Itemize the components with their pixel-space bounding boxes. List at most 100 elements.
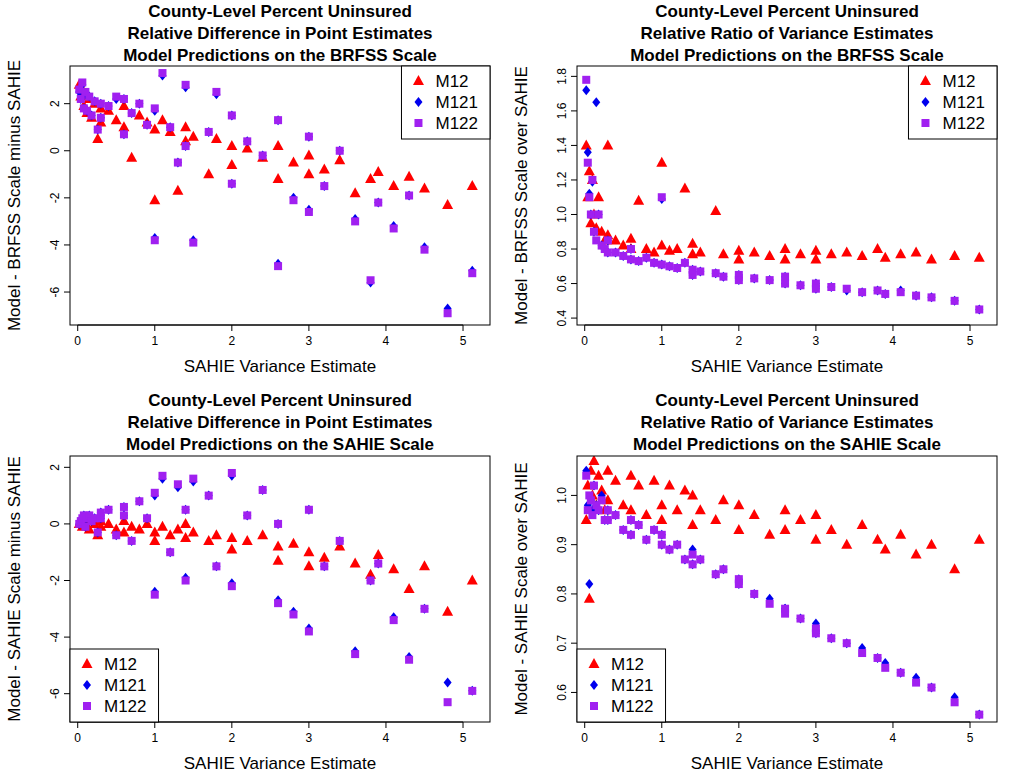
point — [681, 555, 689, 563]
point — [273, 541, 284, 551]
panel: County-Level Percent UninsuredRelative D… — [5, 2, 490, 376]
point — [780, 524, 791, 534]
legend-label: M122 — [104, 697, 147, 716]
point — [388, 563, 399, 573]
point — [420, 604, 428, 614]
y-tick — [64, 523, 70, 524]
point — [780, 504, 791, 514]
point — [180, 121, 191, 131]
point — [273, 173, 284, 183]
plot-frame — [577, 66, 997, 325]
legend-box — [908, 66, 997, 139]
point — [336, 537, 344, 545]
y-tick — [571, 76, 577, 77]
point — [658, 541, 666, 549]
legend-label: M121 — [611, 676, 654, 695]
series — [582, 472, 983, 719]
point — [112, 530, 120, 540]
point — [289, 610, 297, 618]
title: Model Predictions on the SAHIE Scale — [126, 435, 434, 454]
point — [843, 285, 851, 293]
series — [74, 512, 478, 615]
point — [672, 504, 683, 514]
point — [351, 217, 359, 225]
point — [336, 147, 344, 155]
point — [444, 677, 452, 687]
legend-label: M12 — [104, 655, 137, 674]
point — [94, 126, 102, 134]
point — [604, 247, 612, 257]
point — [158, 472, 166, 480]
point — [97, 113, 105, 123]
point — [689, 271, 697, 279]
point — [274, 519, 282, 529]
point — [718, 494, 729, 504]
point — [467, 575, 478, 585]
y-tick — [64, 693, 70, 694]
point — [174, 158, 182, 168]
point — [689, 270, 697, 280]
point — [625, 504, 636, 514]
point — [274, 115, 282, 125]
y-tick — [571, 692, 577, 693]
point — [92, 529, 103, 539]
y-axis-label: Model - BRFSS Scale minus SAHIE — [5, 60, 24, 331]
point — [367, 276, 375, 284]
point — [880, 252, 891, 262]
y-tick — [571, 593, 577, 594]
title: Model Predictions on the BRFSS Scale — [630, 46, 944, 65]
y-tick-label: 0.8 — [555, 585, 569, 602]
point — [610, 475, 621, 485]
point — [226, 140, 237, 150]
point — [319, 164, 330, 174]
point — [305, 133, 313, 141]
point — [687, 238, 698, 248]
point — [228, 582, 236, 590]
point — [764, 529, 775, 539]
point — [658, 193, 666, 201]
x-tick-label: 2 — [735, 731, 742, 745]
point — [97, 100, 105, 108]
point — [696, 266, 704, 276]
y-tick — [64, 637, 70, 638]
x-tick-label: 1 — [658, 334, 665, 348]
y-tick-label: -6 — [48, 286, 62, 297]
point — [405, 192, 413, 200]
y-tick-label: 0.7 — [555, 635, 569, 652]
point — [112, 93, 120, 101]
point — [336, 146, 344, 156]
point — [243, 136, 251, 146]
point — [595, 505, 603, 515]
point — [374, 560, 382, 568]
y-axis-label: Model - BRFSS Scale over SAHIE — [512, 66, 531, 325]
point — [351, 650, 359, 658]
point — [841, 246, 852, 256]
point — [658, 540, 666, 550]
point — [105, 506, 113, 514]
point — [781, 273, 789, 281]
point — [625, 243, 636, 253]
x-tick-label: 3 — [813, 334, 820, 348]
x-tick-label: 4 — [383, 334, 390, 348]
point — [111, 114, 122, 124]
point — [143, 514, 151, 522]
point — [94, 527, 102, 537]
point — [604, 515, 612, 525]
title: Relative Ratio of Variance Estimates — [641, 413, 934, 432]
point — [650, 526, 658, 534]
point — [189, 475, 197, 483]
y-tick — [64, 467, 70, 468]
point — [274, 262, 282, 270]
point — [673, 541, 681, 549]
point — [627, 244, 635, 254]
point — [881, 289, 889, 299]
point — [405, 191, 413, 201]
point — [120, 503, 128, 511]
point — [595, 209, 603, 219]
point — [149, 535, 160, 545]
point — [602, 465, 613, 475]
y-axis-label: Model - SAHIE Scale over SAHIE — [512, 462, 531, 715]
point — [419, 560, 430, 570]
x-tick — [77, 722, 78, 728]
point — [587, 210, 595, 218]
